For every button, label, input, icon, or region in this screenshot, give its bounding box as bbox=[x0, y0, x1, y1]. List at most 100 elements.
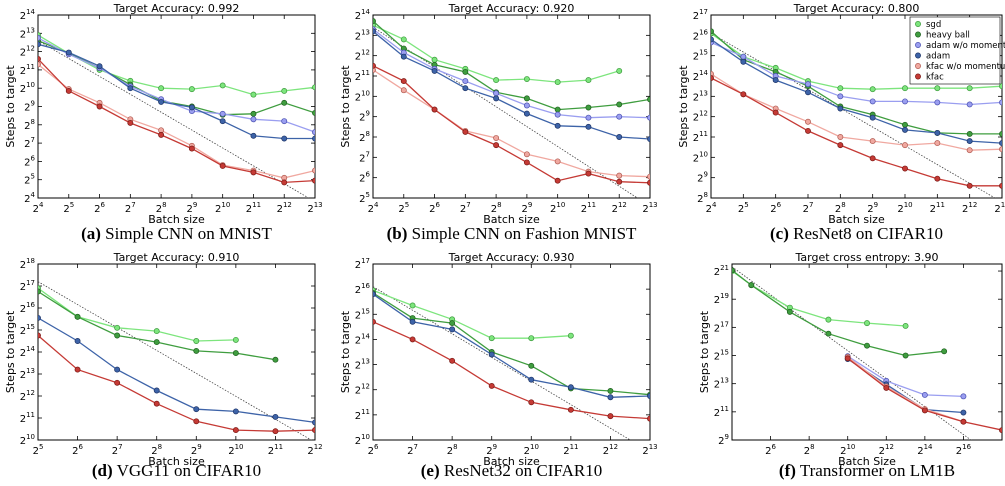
data-point bbox=[114, 379, 121, 386]
y-tick-exponent: 10 bbox=[361, 89, 370, 97]
data-point bbox=[616, 172, 623, 179]
x-tick-exponent: 9 bbox=[197, 443, 201, 451]
y-tick-exponent: 11 bbox=[720, 405, 729, 413]
data-point bbox=[523, 151, 530, 158]
y-tick-base: 2 bbox=[697, 194, 703, 205]
x-tick-label: 24 bbox=[33, 201, 44, 215]
y-tick-exponent: 10 bbox=[26, 81, 35, 89]
data-point bbox=[250, 91, 257, 98]
data-point bbox=[554, 177, 561, 184]
x-tick-exponent: 7 bbox=[414, 443, 418, 451]
x-tick-exponent: 7 bbox=[131, 201, 135, 209]
data-point bbox=[158, 131, 165, 138]
x-tick-label: 24 bbox=[368, 201, 379, 215]
y-tick-label: 212 bbox=[20, 45, 35, 59]
plot-frame bbox=[37, 14, 316, 199]
y-tick-exponent: 11 bbox=[26, 63, 35, 71]
y-tick-exponent: 6 bbox=[366, 171, 371, 179]
x-tick-base: 2 bbox=[581, 204, 587, 215]
y-tick-exponent: 9 bbox=[704, 171, 708, 179]
legend-label: sgd bbox=[926, 20, 941, 30]
x-tick-label: 211 bbox=[581, 201, 596, 215]
data-point bbox=[193, 406, 200, 413]
x-tick-exponent: 12 bbox=[885, 443, 894, 451]
x-tick-label: 27 bbox=[407, 443, 418, 457]
y-tick-label: 211 bbox=[714, 405, 729, 419]
x-tick-label: 26 bbox=[368, 443, 379, 457]
x-tick-exponent: 9 bbox=[193, 201, 197, 209]
data-point bbox=[312, 84, 315, 91]
legend-label: kfac w/o momentum bbox=[926, 62, 1005, 72]
data-point bbox=[966, 85, 973, 92]
x-tick-label: 27 bbox=[803, 201, 814, 215]
x-tick-base: 2 bbox=[33, 204, 39, 215]
x-axis-label: Batch size bbox=[148, 213, 205, 226]
data-point bbox=[837, 93, 844, 100]
data-point bbox=[864, 320, 870, 327]
y-tick-exponent: 10 bbox=[26, 433, 35, 441]
data-point bbox=[281, 87, 288, 94]
perfect-scaling-line bbox=[38, 281, 313, 440]
y-tick-exponent: 16 bbox=[361, 282, 370, 290]
x-tick-base: 2 bbox=[603, 446, 609, 457]
y-tick-label: 29 bbox=[718, 433, 729, 447]
x-tick-base: 2 bbox=[642, 204, 648, 215]
series-line bbox=[711, 38, 1002, 144]
caption-tag: (d) bbox=[92, 461, 113, 480]
x-tick-label: 24 bbox=[706, 201, 717, 215]
data-point bbox=[772, 109, 779, 116]
y-tick-base: 2 bbox=[20, 29, 26, 40]
x-tick-exponent: 6 bbox=[79, 443, 84, 451]
x-tick-exponent: 9 bbox=[493, 443, 497, 451]
data-point bbox=[934, 175, 941, 182]
y-tick-base: 2 bbox=[20, 326, 26, 337]
data-point bbox=[312, 167, 315, 174]
caption-text: VGG11 on CIFAR10 bbox=[113, 461, 261, 480]
y-axis-label: Steps to target bbox=[4, 310, 17, 393]
y-tick-label: 215 bbox=[355, 307, 370, 321]
y-tick-label: 28 bbox=[359, 130, 370, 144]
data-point bbox=[837, 85, 844, 92]
y-tick-exponent: 11 bbox=[26, 411, 35, 419]
data-point bbox=[232, 408, 239, 415]
x-tick-base: 2 bbox=[156, 204, 162, 215]
x-tick-label: 213 bbox=[307, 201, 322, 215]
series-adam bbox=[711, 36, 1002, 147]
data-point bbox=[493, 77, 500, 84]
data-point bbox=[158, 98, 165, 105]
x-tick-label: 28 bbox=[804, 443, 815, 457]
x-tick-exponent: 9 bbox=[528, 201, 532, 209]
y-tick-label: 210 bbox=[20, 433, 35, 447]
x-tick-base: 2 bbox=[368, 204, 374, 215]
data-point bbox=[585, 123, 592, 130]
y-tick-exponent: 12 bbox=[361, 383, 370, 391]
y-tick-exponent: 12 bbox=[26, 45, 35, 53]
y-tick-base: 2 bbox=[693, 153, 699, 164]
data-point bbox=[281, 135, 288, 142]
y-tick-base: 2 bbox=[718, 436, 724, 447]
data-point bbox=[400, 36, 407, 43]
data-point bbox=[921, 391, 928, 398]
data-point bbox=[616, 67, 623, 74]
x-tick-base: 2 bbox=[897, 204, 903, 215]
y-tick-label: 214 bbox=[693, 69, 709, 83]
data-point bbox=[449, 357, 456, 364]
x-tick-exponent: 10 bbox=[846, 443, 855, 451]
y-tick-exponent: 14 bbox=[26, 345, 35, 353]
data-point bbox=[153, 400, 160, 407]
y-tick-exponent: 15 bbox=[361, 307, 370, 315]
y-tick-exponent: 13 bbox=[26, 367, 35, 375]
y-tick-label: 210 bbox=[20, 81, 35, 95]
data-point bbox=[740, 53, 747, 60]
legend-marker bbox=[915, 73, 921, 80]
data-point bbox=[312, 129, 315, 136]
x-tick-base: 2 bbox=[765, 446, 771, 457]
data-point bbox=[966, 147, 973, 154]
y-tick-exponent: 7 bbox=[31, 136, 35, 144]
x-tick-exponent: 9 bbox=[874, 201, 878, 209]
data-point bbox=[38, 34, 41, 41]
y-tick-base: 2 bbox=[355, 310, 361, 321]
panel-title: Target Accuracy: 0.800 bbox=[793, 2, 920, 15]
y-tick-base: 2 bbox=[359, 174, 365, 185]
y-tick-base: 2 bbox=[693, 92, 699, 103]
